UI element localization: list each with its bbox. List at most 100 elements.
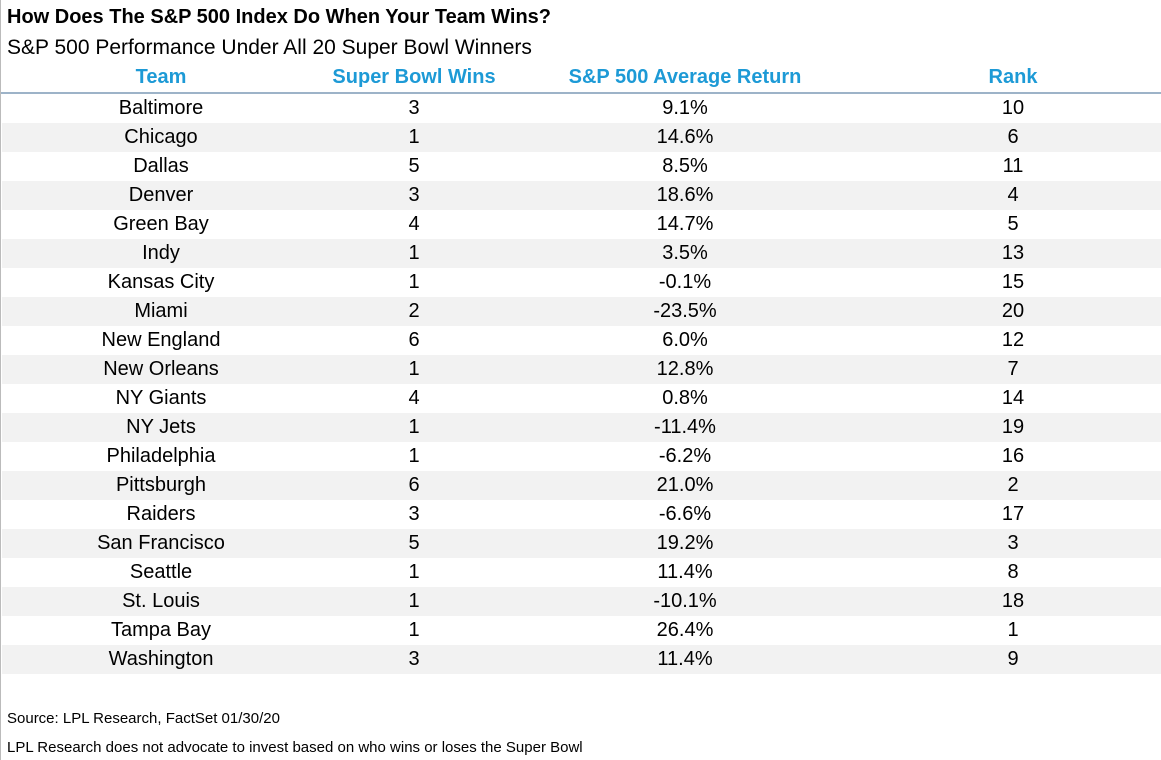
table-cell: 1 [408,126,420,148]
table-cell: Tampa Bay [110,619,212,641]
table-cell: 6 [1007,126,1019,148]
table-cell: 5 [408,532,420,554]
table-cell: 9 [1007,648,1019,670]
table-row: Miami 2 -23.5% 20 [2,297,1161,326]
table-cell: 12 [1001,329,1025,351]
table-row: New England 6 6.0% 12 [2,326,1161,355]
table-cell: 6.0% [662,329,708,351]
table-cell: -10.1% [653,590,717,612]
table-cell: 3.5% [662,242,708,264]
table-cell: 3 [1007,532,1019,554]
table-cell: 19.2% [656,532,714,554]
table-cell: 14 [1001,387,1025,409]
column-header: Super Bowl Wins [332,66,496,88]
table-cell: Dallas [133,155,189,177]
table-row: Baltimore 3 9.1% 10 [2,94,1161,123]
table-cell: 6 [408,329,420,351]
table-cell: 2 [408,300,420,322]
table-cell: 1 [408,242,420,264]
header-rule [1,92,1161,94]
table-cell: -6.6% [658,503,712,525]
table-cell: 3 [408,648,420,670]
table-row: Kansas City 1 -0.1% 15 [2,268,1161,297]
table-cell: -11.4% [654,416,716,438]
table-row: Tampa Bay 1 26.4% 1 [2,616,1161,645]
table-cell: 1 [1007,619,1019,641]
subtitle: S&P 500 Performance Under All 20 Super B… [7,36,532,59]
table-cell: 10 [1001,97,1025,119]
table-cell: Seattle [129,561,193,583]
table-cell: 8 [1007,561,1019,583]
table-row: NY Giants 4 0.8% 14 [2,384,1161,413]
table-cell: 3 [408,184,420,206]
column-header: Rank [988,66,1038,88]
table-cell: 15 [1001,271,1025,293]
table-cell: 3 [408,503,420,525]
table-cell: 11 [1002,155,1024,177]
table-cell: 0.8% [662,387,708,409]
table-cell: 1 [408,416,420,438]
table-cell: 6 [408,474,420,496]
table-cell: 7 [1007,358,1019,380]
table-cell: 8.5% [662,155,708,177]
table-cell: New England [101,329,221,351]
table-cell: 17 [1001,503,1025,525]
table-cell: 3 [408,97,420,119]
table-cell: 20 [1001,300,1025,322]
table-cell: 1 [408,358,420,380]
table-cell: Raiders [126,503,196,525]
table-row: Chicago 1 14.6% 6 [2,123,1161,152]
table-cell: Kansas City [107,271,215,293]
table-cell: 2 [1007,474,1019,496]
table-cell: 4 [1007,184,1019,206]
column-header: S&P 500 Average Return [568,66,802,88]
table-row: Washington 3 11.4% 9 [2,645,1161,674]
table-cell: Indy [142,242,180,264]
table-cell: 5 [1007,213,1019,235]
table-row: Seattle 1 11.4% 8 [2,558,1161,587]
table-cell: 18 [1001,590,1025,612]
note: LPL Research does not advocate to invest… [7,739,583,756]
table-cell: 16 [1001,445,1025,467]
table-cell: 14.7% [656,213,714,235]
table-row: Indy 1 3.5% 13 [2,239,1161,268]
table-cell: 26.4% [656,619,714,641]
source: Source: LPL Research, FactSet 01/30/20 [7,710,280,727]
title: How Does The S&P 500 Index Do When Your … [7,6,551,28]
table-row: Philadelphia 1 -6.2% 16 [2,442,1161,471]
table-cell: Miami [134,300,188,322]
table-row: Green Bay 4 14.7% 5 [2,210,1161,239]
table-row: San Francisco 5 19.2% 3 [2,529,1161,558]
table-row: Raiders 3 -6.6% 17 [2,500,1161,529]
table-cell: Denver [128,184,194,206]
table-cell: NY Giants [115,387,207,409]
table-cell: -0.1% [658,271,712,293]
table-cell: 1 [408,271,420,293]
table-cell: Green Bay [113,213,209,235]
table-cell: 13 [1001,242,1025,264]
table-cell: 11.4% [657,561,713,583]
table-cell: 1 [408,590,420,612]
table-cell: Washington [108,648,214,670]
table-cell: Chicago [124,126,198,148]
table-cell: 14.6% [656,126,714,148]
table-cell: 1 [408,561,420,583]
table-row: Pittsburgh 6 21.0% 2 [2,471,1161,500]
table-cell: 1 [408,445,420,467]
table-row: Denver 3 18.6% 4 [2,181,1161,210]
table-cell: 11.4% [657,648,713,670]
table-cell: New Orleans [103,358,219,380]
table-cell: 5 [408,155,420,177]
table-cell: 4 [408,387,420,409]
table-cell: NY Jets [126,416,196,438]
table-cell: Philadelphia [106,445,216,467]
column-header: Team [135,66,187,88]
table-cell: 4 [408,213,420,235]
table-row: New Orleans 1 12.8% 7 [2,355,1161,384]
table-cell: 18.6% [656,184,714,206]
table-row: Dallas 5 8.5% 11 [2,152,1161,181]
table-cell: -23.5% [653,300,717,322]
table-cell: St. Louis [122,590,200,612]
table-cell: 19 [1001,416,1025,438]
